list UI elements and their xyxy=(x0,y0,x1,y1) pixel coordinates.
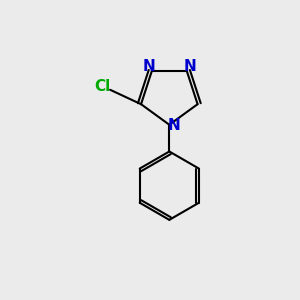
Text: Cl: Cl xyxy=(94,79,111,94)
Text: N: N xyxy=(168,118,181,133)
Text: N: N xyxy=(142,59,155,74)
Text: N: N xyxy=(183,59,196,74)
